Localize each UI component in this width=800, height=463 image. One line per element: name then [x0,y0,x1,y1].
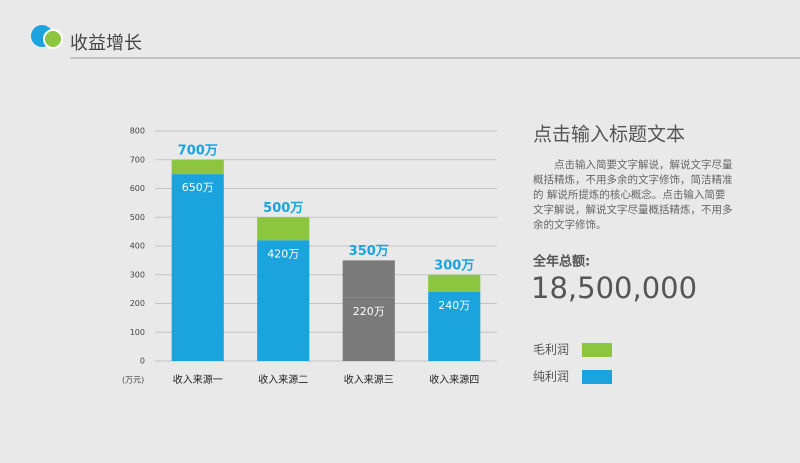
y-tick-label: 0 [140,357,145,366]
legend-swatch [582,370,612,384]
logo-circle [43,29,63,49]
x-unit: (万元) [122,376,144,385]
bar-segment [257,240,310,361]
y-tick-label: 300 [130,270,145,279]
y-tick-label: 100 [130,328,145,337]
y-tick-label: 600 [130,184,145,193]
total-label: 全年总额: [532,254,590,270]
x-tick-label: 收入来源一 [173,373,223,386]
bar-segment [342,260,395,298]
x-tick-label: 收入来源四 [429,373,479,386]
y-tick-label: 800 [130,127,145,136]
side-title: 点击输入标题文本 [533,124,685,146]
total-value: 18,500,000 [531,271,697,305]
total-label: 500万 [263,201,303,216]
value-label: 420万 [267,247,299,260]
x-tick-label: 收入来源二 [258,373,308,386]
bar-segment [428,274,481,292]
legend-label: 毛利润 [533,343,569,357]
bar-segment [257,217,310,241]
bar-segment [171,174,224,361]
bar-segment [428,292,481,361]
header-title: 收益增长 [70,33,142,54]
y-tick-label: 200 [130,299,145,308]
side-paragraph: 点击输入简要文字解说，解说文字尽量概括精炼，不用多余的文字修饰，简洁精准的 解说… [533,159,733,231]
bar-segment [342,297,395,361]
value-label: 650万 [182,181,214,194]
x-tick-label: 收入来源三 [344,373,394,386]
y-tick-label: 700 [130,155,145,164]
legend-label: 纯利润 [533,370,569,384]
total-label: 700万 [178,143,218,158]
total-label: 300万 [434,258,474,273]
y-tick-label: 400 [130,242,145,251]
legend-swatch [582,343,612,357]
total-label: 350万 [349,244,389,259]
value-label: 220万 [353,305,385,318]
value-label: 240万 [438,299,470,312]
y-tick-label: 500 [130,213,145,222]
bar-segment [171,159,224,175]
